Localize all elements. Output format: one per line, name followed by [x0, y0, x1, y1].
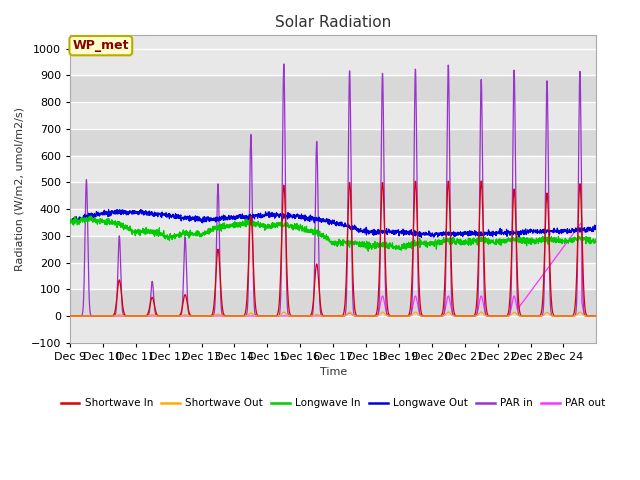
Bar — [70, 156, 596, 182]
X-axis label: Time: Time — [319, 367, 347, 377]
Text: WP_met: WP_met — [72, 39, 129, 52]
Bar — [70, 263, 596, 289]
Bar — [70, 75, 596, 102]
Bar — [70, 48, 596, 75]
Bar — [70, 289, 596, 316]
Bar — [70, 236, 596, 263]
Y-axis label: Radiation (W/m2, umol/m2/s): Radiation (W/m2, umol/m2/s) — [15, 107, 25, 271]
Legend: Shortwave In, Shortwave Out, Longwave In, Longwave Out, PAR in, PAR out: Shortwave In, Shortwave Out, Longwave In… — [56, 394, 610, 412]
Bar — [70, 102, 596, 129]
Bar — [70, 209, 596, 236]
Bar — [70, 182, 596, 209]
Title: Solar Radiation: Solar Radiation — [275, 15, 391, 30]
Bar — [70, 316, 596, 343]
Bar — [70, 129, 596, 156]
